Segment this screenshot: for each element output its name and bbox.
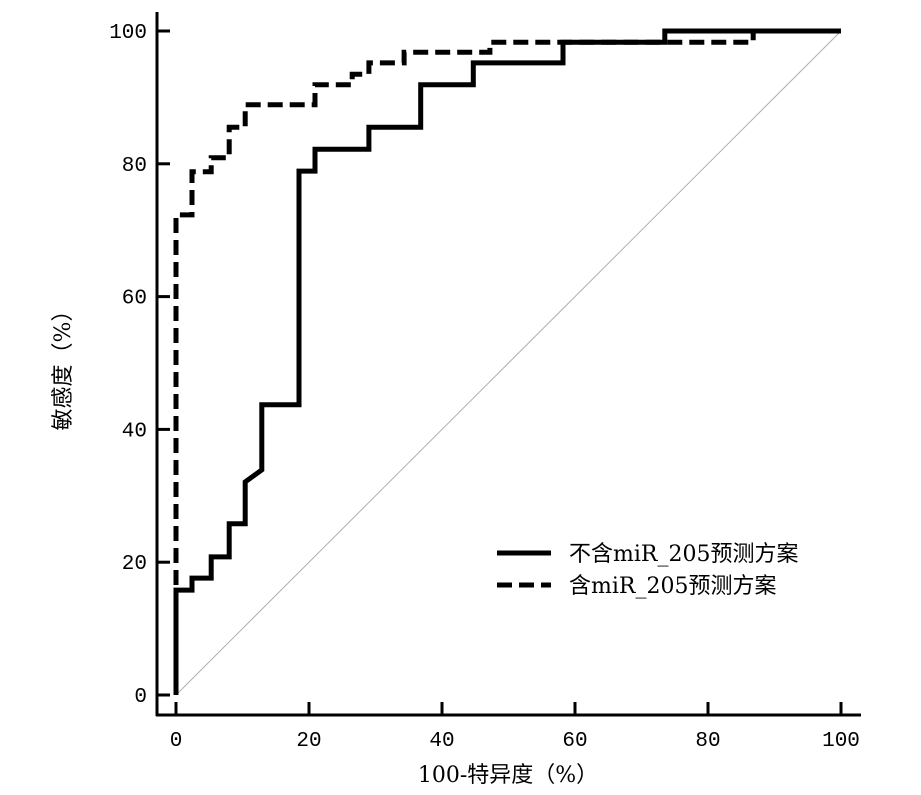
axes [155, 12, 861, 717]
y-tick-label: 20 [122, 553, 147, 576]
y-tick-label: 0 [134, 686, 147, 709]
series-line-without-mir205 [173, 28, 841, 695]
x-tick-label: 100 [822, 730, 860, 753]
legend-entry-with-mir205: 含miR_205预测方案 [497, 574, 776, 599]
x-tick-label: 20 [296, 730, 321, 753]
x-axis-title: 100-特异度（%） [418, 763, 598, 788]
legend-label: 不含miR_205预测方案 [569, 542, 798, 567]
y-tick-label: 100 [109, 22, 147, 45]
x-tick-label: 0 [170, 730, 183, 753]
x-tick-label: 60 [562, 730, 587, 753]
series-line-with-mir205 [173, 28, 841, 695]
reference-diagonal-line [175, 30, 842, 696]
y-axis-title: 敏感度（%） [51, 300, 76, 431]
reference-layer [175, 30, 842, 696]
ticks: 0 20 40 60 80 100 0 20 40 60 80 100 [109, 22, 860, 753]
y-tick-label: 80 [122, 155, 147, 178]
x-tick-label: 80 [695, 730, 720, 753]
legend: 不含miR_205预测方案 含miR_205预测方案 [497, 542, 798, 599]
plot-area [173, 28, 841, 695]
y-tick-label: 60 [122, 288, 147, 311]
y-tick-label: 40 [122, 420, 147, 443]
legend-entry-without-mir205: 不含miR_205预测方案 [497, 542, 798, 567]
legend-label: 含miR_205预测方案 [569, 574, 776, 599]
x-tick-label: 40 [429, 730, 454, 753]
